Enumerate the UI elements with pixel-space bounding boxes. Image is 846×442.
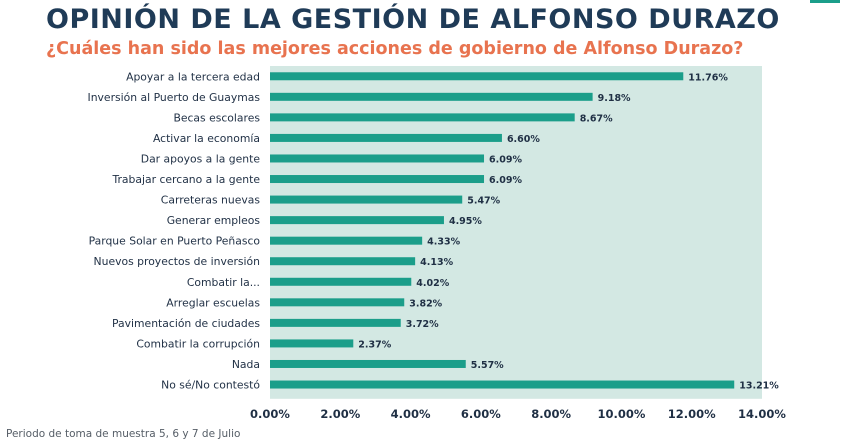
x-tick-label: 8.00%	[531, 407, 571, 421]
bar	[270, 359, 466, 368]
bar	[270, 72, 684, 81]
bar-row: Apoyar a la tercera edad 11.76%	[126, 70, 728, 83]
bar	[270, 175, 485, 184]
x-tick-label: 4.00%	[391, 407, 431, 421]
category-label: Dar apoyos a la gente	[141, 152, 261, 165]
x-tick-label: 0.00%	[250, 407, 290, 421]
category-label: Combatir la corrupción	[136, 337, 260, 350]
x-tick-label: 14.00%	[738, 407, 786, 421]
bar	[270, 92, 593, 101]
value-label: 5.47%	[467, 196, 500, 207]
value-label: 4.02%	[416, 278, 449, 289]
category-label: Carreteras nuevas	[161, 194, 261, 207]
bar	[270, 257, 416, 266]
x-tick-label: 12.00%	[668, 407, 716, 421]
bar-row: Dar apoyos a la gente 6.09%	[141, 152, 523, 165]
value-label: 5.57%	[471, 360, 504, 371]
bar-row: Trabajar cercano a la gente 6.09%	[111, 173, 522, 186]
x-axis-ticks: 0.00% 2.00% 4.00% 6.00% 8.00% 10.00% 12.00% 14.…	[250, 407, 786, 421]
value-label: 6.60%	[507, 134, 540, 145]
x-tick-label: 2.00%	[320, 407, 360, 421]
bar-row: Combatir la... 4.02%	[187, 276, 450, 289]
bar-row: Becas escolares 8.67%	[173, 111, 613, 124]
bar-row: Nuevos proyectos de inversión 4.13%	[94, 255, 454, 268]
category-label: Nuevos proyectos de inversión	[94, 255, 260, 268]
value-label: 4.33%	[427, 237, 460, 248]
category-label: Combatir la...	[187, 276, 260, 289]
category-label: Apoyar a la tercera edad	[126, 70, 260, 83]
footer-note: Periodo de toma de muestra 5, 6 y 7 de J…	[6, 428, 241, 440]
bar	[270, 133, 502, 142]
x-tick-label: 6.00%	[461, 407, 501, 421]
bar	[270, 339, 354, 348]
bar	[270, 216, 444, 225]
bar-row: No sé/No contestó 13.21%	[161, 379, 779, 392]
top-strip	[0, 0, 846, 4]
bar	[270, 277, 412, 286]
bar-row: Combatir la corrupción 2.37%	[136, 337, 391, 350]
category-label: Arreglar escuelas	[166, 296, 260, 309]
value-label: 11.76%	[688, 72, 728, 83]
corner-accent	[810, 0, 840, 3]
value-label: 6.09%	[489, 154, 522, 165]
category-label: Nada	[232, 358, 260, 371]
bar	[270, 380, 735, 389]
bar-row: Generar empleos 4.95%	[167, 214, 483, 227]
category-label: Trabajar cercano a la gente	[111, 173, 260, 186]
value-label: 4.95%	[449, 216, 482, 227]
value-label: 3.82%	[409, 298, 442, 309]
bar-row: Arreglar escuelas 3.82%	[166, 296, 442, 309]
value-label: 6.09%	[489, 175, 522, 186]
category-label: Becas escolares	[173, 111, 260, 124]
category-label: Activar la economía	[153, 132, 260, 145]
value-label: 3.72%	[406, 319, 439, 330]
chart-subtitle: ¿Cuáles han sido las mejores acciones de…	[46, 39, 744, 59]
bar-row: Parque Solar en Puerto Peñasco 4.33%	[89, 235, 461, 248]
category-label: Parque Solar en Puerto Peñasco	[89, 235, 261, 248]
bar	[270, 113, 575, 122]
bar	[270, 195, 463, 204]
value-label: 8.67%	[580, 113, 613, 124]
bars-group: Apoyar a la tercera edad 11.76% Inversión …	[88, 70, 780, 391]
value-label: 9.18%	[598, 93, 631, 104]
bar-row: Activar la economía 6.60%	[153, 132, 540, 145]
page-title: OPINIÓN DE LA GESTIÓN DE ALFONSO DURAZO	[46, 4, 780, 35]
bar-row: Pavimentación de ciudades 3.72%	[112, 317, 439, 330]
category-label: Inversión al Puerto de Guaymas	[88, 91, 261, 104]
value-label: 4.13%	[420, 257, 453, 268]
bar-row: Nada 5.57%	[232, 358, 504, 371]
bar-row: Inversión al Puerto de Guaymas 9.18%	[88, 91, 632, 104]
value-label: 2.37%	[358, 339, 391, 350]
x-tick-label: 10.00%	[597, 407, 645, 421]
bar	[270, 318, 401, 327]
category-label: Generar empleos	[167, 214, 261, 227]
bar	[270, 236, 423, 245]
category-label: Pavimentación de ciudades	[112, 317, 260, 330]
bar-row: Carreteras nuevas 5.47%	[161, 194, 501, 207]
category-label: No sé/No contestó	[161, 379, 260, 392]
bar	[270, 154, 485, 163]
value-label: 13.21%	[739, 381, 779, 392]
bar	[270, 298, 405, 307]
